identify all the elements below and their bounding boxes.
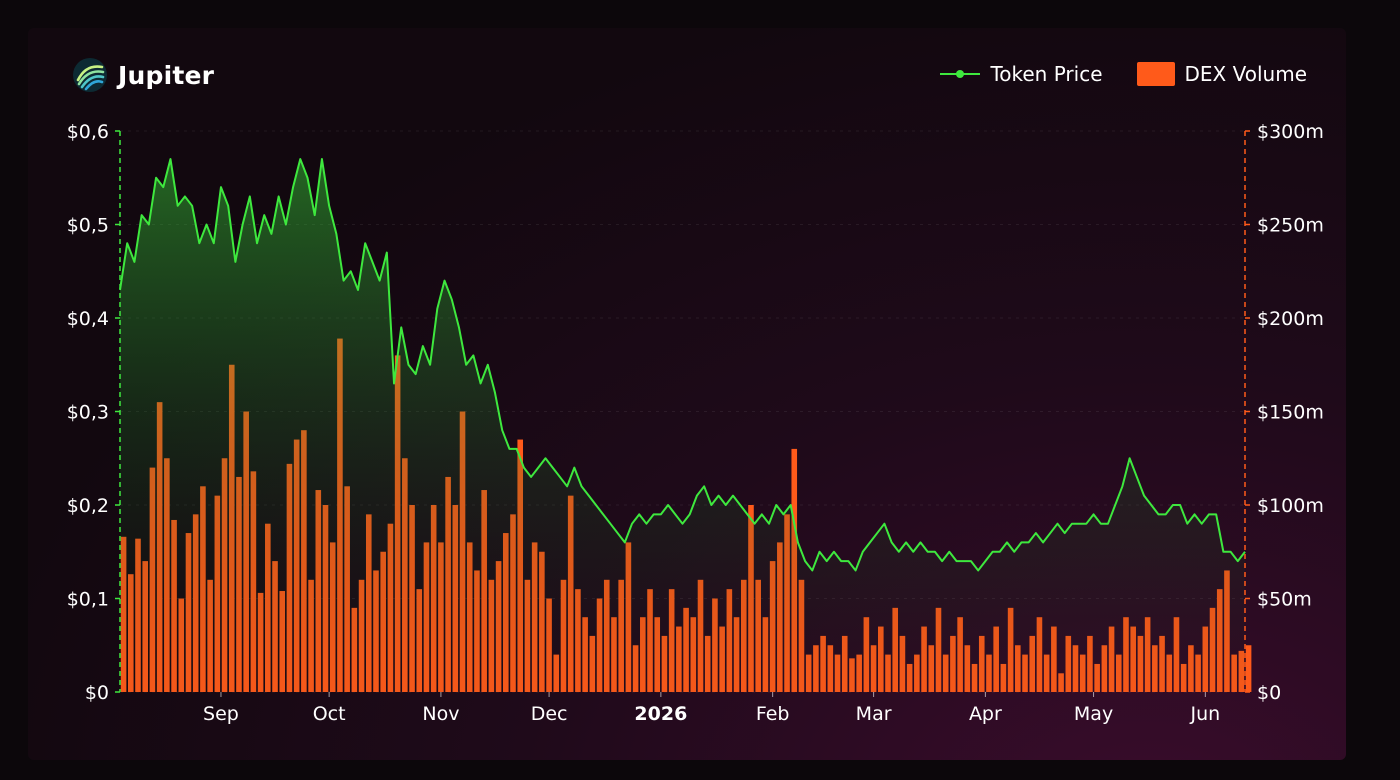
brand: Jupiter bbox=[72, 56, 214, 94]
left-tick-label: $0,5 bbox=[67, 215, 109, 237]
x-tick-label: Feb bbox=[756, 703, 790, 725]
price-line bbox=[119, 158, 1246, 572]
right-tick-label: $250m bbox=[1257, 215, 1324, 237]
right-tick-label: $150m bbox=[1257, 402, 1324, 424]
right-tick-label: $100m bbox=[1257, 495, 1324, 517]
right-tick-label: $0 bbox=[1257, 682, 1281, 704]
right-tick-label: $50m bbox=[1257, 589, 1312, 611]
price-area bbox=[120, 159, 1245, 693]
x-tick-label: Apr bbox=[969, 703, 1002, 725]
left-tick-label: $0,4 bbox=[67, 308, 109, 330]
legend-label: DEX Volume bbox=[1184, 62, 1307, 86]
x-axis-ticks: Sep Oct Nov Dec 2026 Feb Mar Apr May Jun bbox=[203, 692, 1220, 725]
x-tick-label: Mar bbox=[856, 703, 892, 725]
x-tick-label: Oct bbox=[313, 703, 346, 725]
x-tick-label: 2026 bbox=[634, 703, 687, 725]
x-tick-label: May bbox=[1074, 703, 1113, 725]
left-axis-ticks: $0 $0,1 $0,2 $0,3 $0,4 $0,5 $0,6 bbox=[67, 121, 120, 704]
legend-item-dex-volume: DEX Volume bbox=[1136, 62, 1307, 86]
legend-item-token-price: Token Price bbox=[940, 62, 1103, 86]
volume-bar bbox=[1245, 645, 1252, 692]
legend-label: Token Price bbox=[990, 62, 1103, 86]
right-tick-label: $300m bbox=[1257, 121, 1324, 143]
x-tick-label: Sep bbox=[203, 703, 239, 725]
brand-name: Jupiter bbox=[118, 60, 215, 90]
legend-line-swatch bbox=[940, 70, 981, 78]
left-tick-label: $0,6 bbox=[67, 121, 109, 143]
x-tick-label: Nov bbox=[422, 703, 459, 725]
legend-bar-swatch bbox=[1136, 62, 1175, 86]
jupiter-logo-icon bbox=[73, 58, 107, 92]
left-tick-label: $0 bbox=[85, 682, 109, 704]
left-tick-label: $0,2 bbox=[67, 495, 109, 517]
right-axis-ticks: $0 $50m $100m $150m $200m $250m $300m bbox=[1245, 121, 1324, 704]
left-tick-label: $0,1 bbox=[67, 589, 109, 611]
x-tick-label: Dec bbox=[531, 703, 568, 725]
left-tick-label: $0,3 bbox=[67, 402, 109, 424]
legend: Token Price DEX Volume bbox=[940, 60, 1307, 88]
right-tick-label: $200m bbox=[1257, 308, 1324, 330]
x-tick-label: Jun bbox=[1189, 703, 1220, 725]
